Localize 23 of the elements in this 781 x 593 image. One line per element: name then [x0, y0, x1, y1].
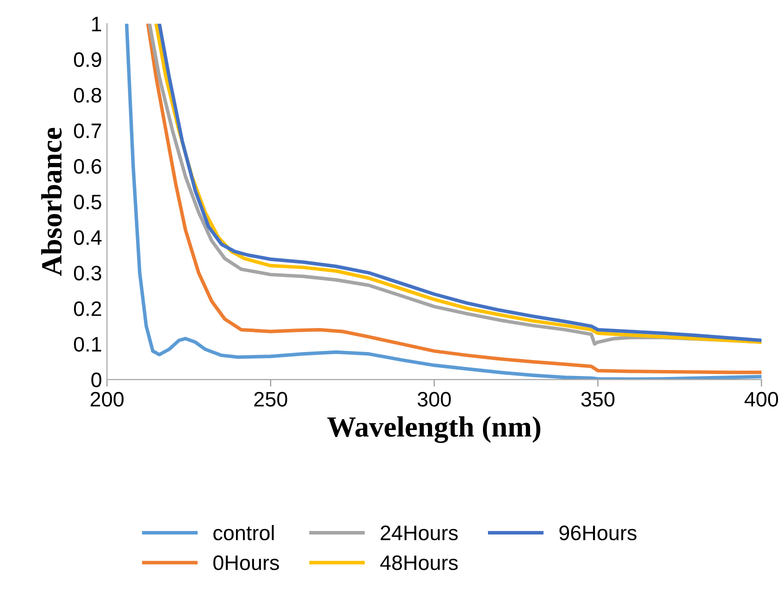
- legend-label: 48Hours: [380, 555, 458, 570]
- y-tick-label: 0.1: [74, 336, 102, 352]
- y-tick-label: 0.4: [74, 230, 102, 245]
- legend-label: 96Hours: [559, 526, 636, 540]
- y-axis-title: Absorbance: [41, 128, 62, 276]
- x-tick-label: 350: [581, 392, 614, 407]
- y-tick-label: 0.3: [74, 266, 102, 281]
- x-tick-label: 400: [744, 392, 778, 407]
- y-tick-label: 0.7: [74, 123, 102, 138]
- x-tick-label: 200: [90, 392, 124, 407]
- y-tick-label: 0.5: [74, 194, 102, 210]
- x-tick-label: 300: [418, 392, 451, 407]
- y-tick-label: 0.8: [74, 88, 102, 103]
- x-axis-title: Wavelength (nm): [327, 416, 540, 443]
- y-tick-label: 0.2: [74, 301, 102, 316]
- x-tick-label: 250: [254, 392, 288, 407]
- legend-label: 0Hours: [213, 555, 279, 570]
- legend-label: 24Hours: [380, 526, 458, 540]
- y-tick-label: 0.6: [74, 159, 102, 174]
- y-tick-label: 0: [91, 372, 102, 388]
- y-tick-label: 0.9: [74, 52, 102, 68]
- y-tick-label: 1: [92, 16, 102, 32]
- legend-label: control: [213, 524, 274, 540]
